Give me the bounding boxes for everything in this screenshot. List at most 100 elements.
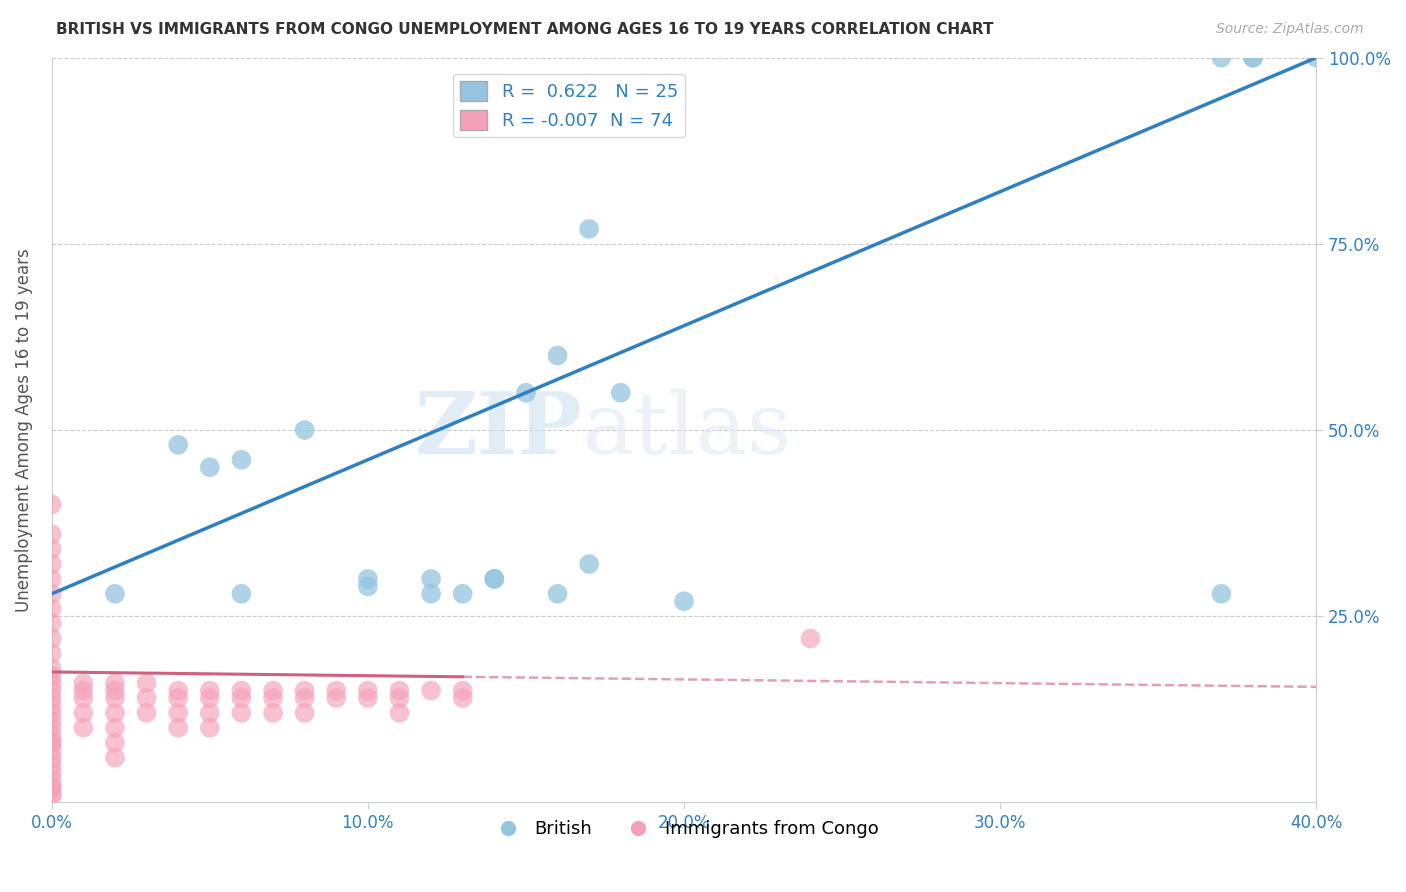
Point <box>41 676 63 690</box>
Point <box>41 714 63 728</box>
Point <box>104 706 127 720</box>
Point <box>72 676 94 690</box>
Point <box>104 587 127 601</box>
Point <box>167 706 190 720</box>
Point <box>451 683 474 698</box>
Point <box>231 691 253 706</box>
Point <box>198 706 221 720</box>
Point <box>672 594 695 608</box>
Point <box>41 780 63 795</box>
Point <box>1241 51 1264 65</box>
Point <box>72 721 94 735</box>
Point <box>135 706 157 720</box>
Point <box>231 683 253 698</box>
Point <box>104 683 127 698</box>
Point <box>41 691 63 706</box>
Point <box>799 632 821 646</box>
Point <box>325 683 347 698</box>
Point <box>72 706 94 720</box>
Point <box>41 765 63 780</box>
Point <box>1241 51 1264 65</box>
Point <box>198 691 221 706</box>
Point <box>41 587 63 601</box>
Point <box>41 788 63 802</box>
Point <box>1211 51 1233 65</box>
Point <box>104 736 127 750</box>
Point <box>547 587 569 601</box>
Point <box>294 683 316 698</box>
Point <box>357 579 380 593</box>
Point <box>262 683 284 698</box>
Point <box>420 572 443 586</box>
Text: BRITISH VS IMMIGRANTS FROM CONGO UNEMPLOYMENT AMONG AGES 16 TO 19 YEARS CORRELAT: BRITISH VS IMMIGRANTS FROM CONGO UNEMPLO… <box>56 22 994 37</box>
Point <box>41 772 63 787</box>
Point <box>357 572 380 586</box>
Point <box>1211 587 1233 601</box>
Point <box>41 736 63 750</box>
Point <box>578 222 600 236</box>
Point <box>420 683 443 698</box>
Point <box>72 683 94 698</box>
Point <box>262 691 284 706</box>
Point <box>578 557 600 571</box>
Text: atlas: atlas <box>583 388 792 472</box>
Point <box>167 438 190 452</box>
Point <box>41 750 63 764</box>
Point <box>357 691 380 706</box>
Point <box>41 572 63 586</box>
Text: Source: ZipAtlas.com: Source: ZipAtlas.com <box>1216 22 1364 37</box>
Point <box>294 706 316 720</box>
Point <box>41 646 63 660</box>
Point <box>198 721 221 735</box>
Point <box>41 698 63 713</box>
Point <box>41 661 63 675</box>
Point <box>231 452 253 467</box>
Point <box>420 587 443 601</box>
Point <box>135 676 157 690</box>
Point <box>41 668 63 682</box>
Point <box>167 721 190 735</box>
Point <box>451 691 474 706</box>
Point <box>41 721 63 735</box>
Point <box>104 750 127 764</box>
Point <box>231 706 253 720</box>
Point <box>41 683 63 698</box>
Point <box>41 632 63 646</box>
Point <box>262 706 284 720</box>
Legend: British, Immigrants from Congo: British, Immigrants from Congo <box>482 813 886 846</box>
Point <box>294 691 316 706</box>
Point <box>41 788 63 802</box>
Point <box>104 721 127 735</box>
Point <box>72 691 94 706</box>
Point <box>41 736 63 750</box>
Point <box>451 587 474 601</box>
Point <box>167 683 190 698</box>
Y-axis label: Unemployment Among Ages 16 to 19 years: Unemployment Among Ages 16 to 19 years <box>15 248 32 612</box>
Point <box>388 691 411 706</box>
Point <box>547 349 569 363</box>
Point <box>41 601 63 615</box>
Point <box>198 460 221 475</box>
Text: ZIP: ZIP <box>415 388 583 472</box>
Point <box>41 542 63 557</box>
Point <box>294 423 316 437</box>
Point <box>41 706 63 720</box>
Point <box>41 498 63 512</box>
Point <box>357 683 380 698</box>
Point <box>135 691 157 706</box>
Point <box>41 527 63 541</box>
Point <box>388 706 411 720</box>
Point <box>41 780 63 795</box>
Point <box>198 683 221 698</box>
Point <box>610 385 633 400</box>
Point <box>484 572 506 586</box>
Point <box>325 691 347 706</box>
Point <box>41 743 63 757</box>
Point <box>1305 51 1327 65</box>
Point <box>104 676 127 690</box>
Point <box>231 587 253 601</box>
Point <box>41 758 63 772</box>
Point <box>41 728 63 742</box>
Point <box>484 572 506 586</box>
Point <box>388 683 411 698</box>
